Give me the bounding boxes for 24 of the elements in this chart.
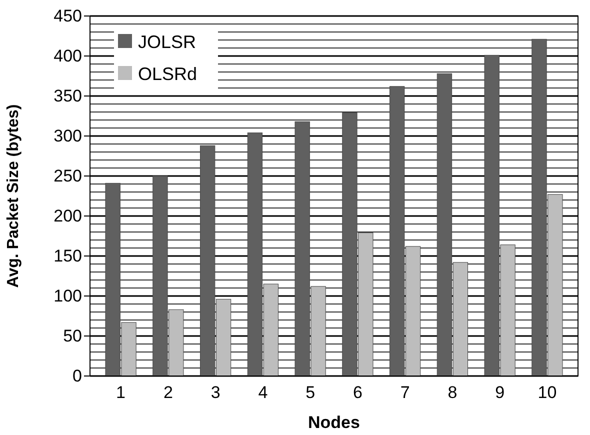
y-tick-label: 150 (54, 246, 82, 266)
y-tick-label: 400 (54, 46, 82, 66)
y-tick-label: 250 (54, 166, 82, 186)
x-tick-label: 7 (400, 383, 410, 402)
x-tick-label: 3 (210, 383, 220, 402)
y-tick-label: 450 (54, 6, 82, 26)
x-tick-label: 2 (163, 383, 173, 402)
x-axis-title: Nodes (308, 413, 360, 432)
y-tick-label: 0 (72, 366, 82, 386)
y-tick-label: 300 (54, 126, 82, 146)
legend-label: OLSRd (138, 64, 198, 84)
legend-label: JOLSR (138, 32, 196, 52)
y-tick-label: 100 (54, 286, 82, 306)
y-axis-title: Avg. Packet Size (bytes) (5, 104, 22, 288)
y-tick-label: 350 (54, 86, 82, 106)
y-tick-label: 50 (63, 326, 82, 346)
x-tick-label: 4 (258, 383, 268, 402)
x-tick-label: 5 (306, 383, 316, 402)
x-tick-label: 10 (538, 383, 557, 402)
x-tick-label: 8 (448, 383, 458, 402)
x-tick-label: 9 (495, 383, 505, 402)
x-tick-label: 6 (352, 383, 362, 402)
x-tick-label: 1 (116, 383, 126, 402)
y-tick-label: 200 (54, 206, 82, 226)
